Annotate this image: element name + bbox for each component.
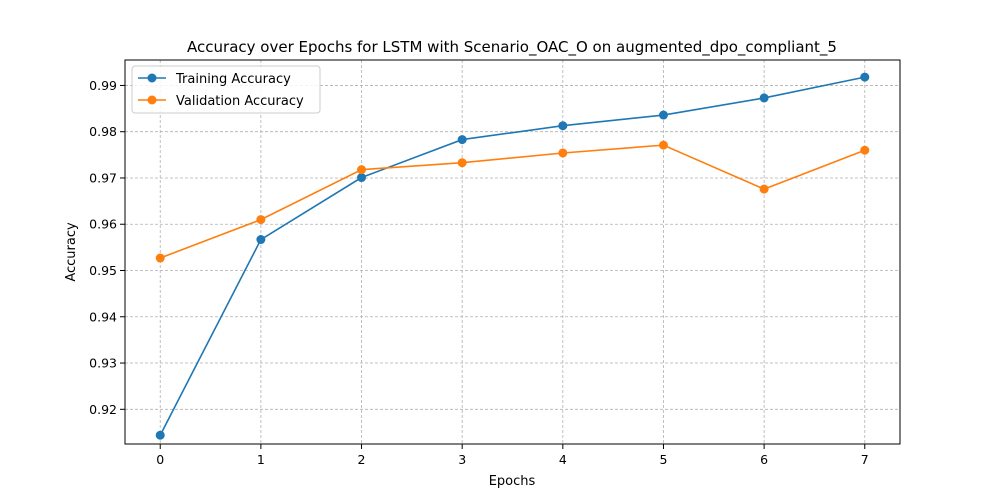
data-point-validation (256, 215, 266, 225)
series-line-training (159, 76, 865, 436)
legend-label-training: Training Accuracy (175, 72, 291, 87)
data-point-training (357, 173, 367, 183)
legend-marker-validation (147, 95, 157, 105)
grid-lines (125, 60, 900, 444)
data-point-training (860, 72, 870, 82)
x-tick-label: 0 (156, 452, 164, 467)
data-point-validation (457, 158, 467, 168)
y-tick-label: 0.96 (89, 217, 117, 232)
x-tick-label: 6 (760, 452, 768, 467)
y-tick-label: 0.98 (89, 124, 117, 139)
legend-marker-training (147, 73, 157, 83)
data-point-training (256, 235, 266, 245)
data-series (155, 72, 870, 440)
data-point-validation (658, 140, 668, 150)
x-tick-label: 7 (861, 452, 869, 467)
plot-frame (124, 59, 901, 445)
y-tick-label: 0.97 (89, 170, 117, 185)
x-axis: 0 1 2 3 4 5 6 7 (156, 444, 869, 467)
x-tick-label: 3 (458, 452, 466, 467)
data-point-training (658, 110, 668, 120)
data-point-training (558, 121, 568, 131)
x-tick-label: 2 (358, 452, 366, 467)
x-tick-label: 4 (559, 452, 567, 467)
series-line-validation (159, 144, 866, 259)
y-tick-label: 0.94 (89, 309, 117, 324)
chart-title: Accuracy over Epochs for LSTM with Scena… (187, 38, 837, 57)
y-tick-label: 0.95 (89, 263, 117, 278)
legend-box (131, 65, 321, 114)
data-point-training (155, 430, 165, 440)
data-point-validation (155, 253, 165, 263)
data-point-training (759, 93, 769, 103)
x-tick-label: 5 (659, 452, 667, 467)
legend-label-validation: Validation Accuracy (176, 94, 304, 109)
x-axis-label: Epochs (489, 474, 536, 489)
data-point-validation (357, 165, 367, 175)
y-tick-label: 0.93 (89, 356, 117, 371)
data-point-training (457, 135, 467, 145)
legend: Training Accuracy Validation Accuracy (131, 65, 321, 114)
data-point-validation (860, 145, 870, 155)
data-point-validation (558, 148, 568, 158)
y-tick-label: 0.99 (89, 78, 117, 93)
y-axis: 0.92 0.93 0.94 0.95 0.96 0.97 0.98 0.99 (89, 78, 125, 417)
x-tick-label: 1 (257, 452, 265, 467)
y-tick-label: 0.92 (89, 402, 117, 417)
data-point-validation (759, 184, 769, 194)
y-axis-label: Accuracy (64, 222, 79, 282)
